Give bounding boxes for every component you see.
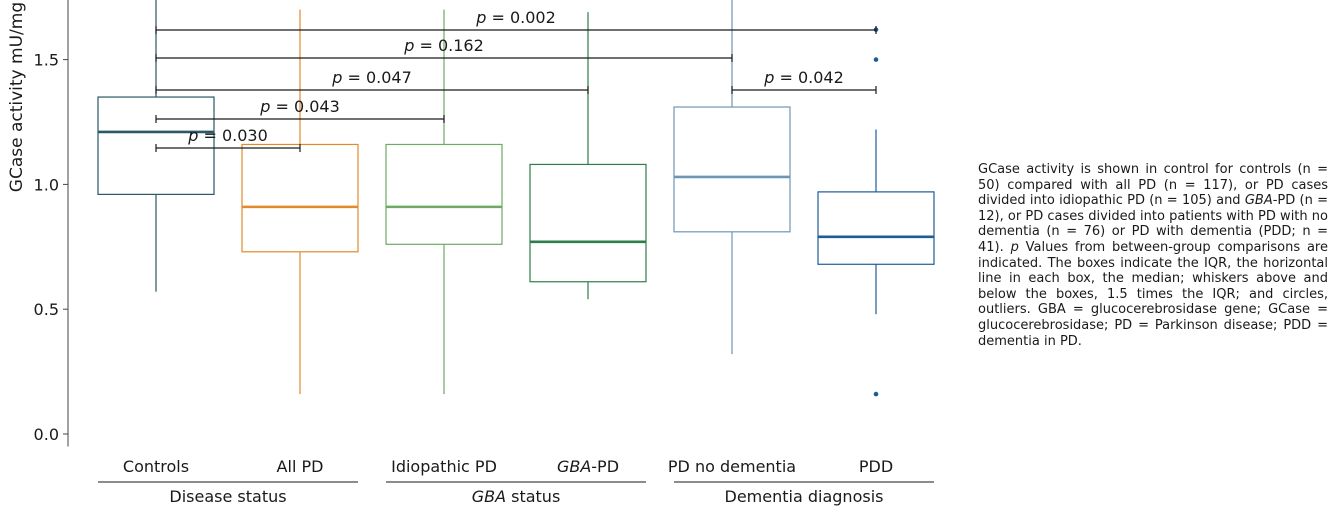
category-label-text-1: status bbox=[506, 487, 560, 506]
box-5 bbox=[817, 191, 935, 265]
category-label-text-2: Dementia diagnosis bbox=[725, 487, 884, 506]
p-value-label-5: p = 0.002 bbox=[475, 8, 556, 27]
x-tick-label-italic-3: GBA bbox=[557, 457, 591, 476]
box-2 bbox=[385, 143, 503, 245]
caption-text-3: Values from between-group comparisons ar… bbox=[978, 239, 1328, 349]
p-value-label-0: p = 0.030 bbox=[187, 126, 268, 145]
figure-caption: GCase activity is shown in control for c… bbox=[978, 162, 1328, 349]
x-tick-label-text-3: -PD bbox=[591, 457, 619, 476]
box-0 bbox=[97, 96, 215, 195]
x-tick-label-2: Idiopathic PD bbox=[391, 457, 497, 476]
category-label-text-0: Disease status bbox=[169, 487, 286, 506]
x-tick-label-4: PD no dementia bbox=[668, 457, 796, 476]
p-value-label-2: p = 0.047 bbox=[331, 68, 412, 87]
p-value-text-3: = 0.042 bbox=[774, 68, 843, 87]
outlier-5-0 bbox=[873, 391, 879, 397]
caption-text-1: GCase activity is shown in control for c… bbox=[978, 162, 1328, 209]
p-value-italic-p-4: p bbox=[403, 36, 414, 55]
p-value-label-1: p = 0.043 bbox=[259, 97, 340, 116]
box-4 bbox=[673, 106, 791, 233]
x-tick-label-text-0: Controls bbox=[123, 457, 189, 476]
outlier-5-1 bbox=[873, 57, 879, 62]
x-tick-label-3: GBA-PD bbox=[557, 457, 619, 476]
y-tick-label-0: 0.0 bbox=[34, 425, 59, 444]
box-3 bbox=[529, 163, 647, 283]
p-value-italic-p-5: p bbox=[475, 8, 486, 27]
x-tick-label-text-4: PD no dementia bbox=[668, 457, 796, 476]
p-value-italic-p-0: p bbox=[187, 126, 198, 145]
y-tick-label-1: 0.5 bbox=[34, 300, 59, 319]
p-value-italic-p-1: p bbox=[259, 97, 270, 116]
category-label-2: Dementia diagnosis bbox=[725, 487, 884, 506]
box-1 bbox=[241, 143, 359, 253]
p-value-text-0: = 0.030 bbox=[198, 126, 267, 145]
x-tick-label-0: Controls bbox=[123, 457, 189, 476]
x-tick-label-1: All PD bbox=[277, 457, 324, 476]
x-tick-label-text-5: PDD bbox=[859, 457, 893, 476]
category-label-1: GBA status bbox=[472, 487, 561, 506]
y-tick-label-2: 1.0 bbox=[34, 175, 59, 194]
category-label-0: Disease status bbox=[169, 487, 286, 506]
p-value-italic-p-2: p bbox=[331, 68, 342, 87]
p-value-text-5: = 0.002 bbox=[486, 8, 555, 27]
p-value-text-4: = 0.162 bbox=[414, 36, 483, 55]
p-value-italic-p-3: p bbox=[763, 68, 774, 87]
category-label-italic-1: GBA bbox=[472, 487, 506, 506]
p-value-label-4: p = 0.162 bbox=[403, 36, 484, 55]
p-value-text-1: = 0.043 bbox=[270, 97, 339, 116]
x-tick-label-5: PDD bbox=[859, 457, 893, 476]
p-value-label-3: p = 0.042 bbox=[763, 68, 844, 87]
y-axis-label: GCase activity mU/mg bbox=[7, 2, 27, 192]
caption-italic-gba: GBA bbox=[1244, 193, 1273, 209]
caption-text-2: -PD (n = 12), or PD cases divided into p… bbox=[978, 193, 1328, 255]
y-tick-label-3: 1.5 bbox=[34, 51, 59, 70]
p-value-text-2: = 0.047 bbox=[342, 68, 411, 87]
x-tick-label-text-1: All PD bbox=[277, 457, 324, 476]
x-tick-label-text-2: Idiopathic PD bbox=[391, 457, 497, 476]
caption-italic-p: p bbox=[1010, 239, 1019, 255]
